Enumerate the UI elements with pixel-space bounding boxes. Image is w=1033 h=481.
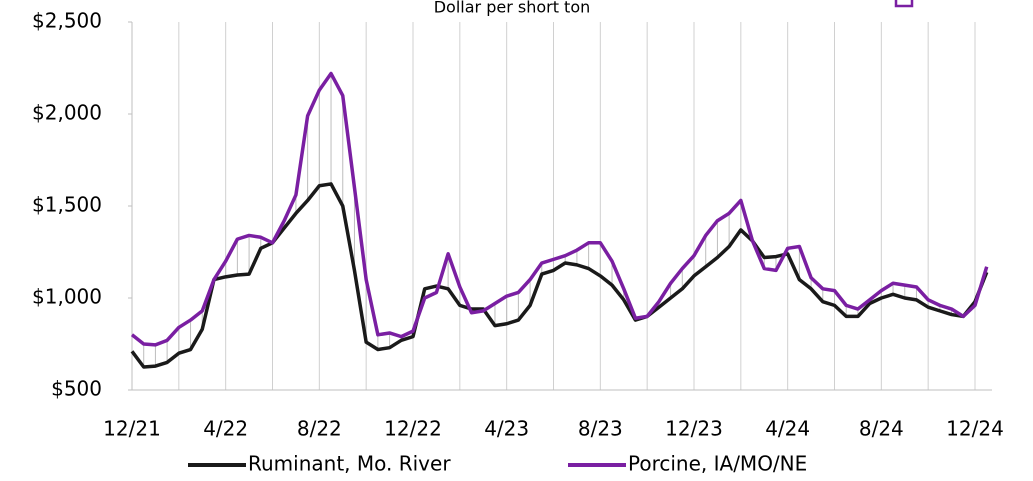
legend-fragment (894, 0, 914, 8)
y-tick-label: $1,500 (32, 193, 102, 217)
y-tick-label: $2,500 (32, 9, 102, 33)
x-tick-label: 8/24 (859, 417, 904, 441)
x-tick-label: 4/23 (484, 417, 529, 441)
x-tick-label: 4/24 (765, 417, 810, 441)
legend-label: Porcine, IA/MO/NE (628, 452, 807, 476)
x-tick-label: 12/22 (384, 417, 442, 441)
x-tick-label: 12/21 (103, 417, 161, 441)
x-tick-label: 12/24 (946, 417, 1004, 441)
x-tick-label: 8/22 (297, 417, 342, 441)
chart-subtitle: Dollar per short ton (434, 0, 591, 17)
x-tick-label: 4/22 (203, 417, 248, 441)
legend-label: Ruminant, Mo. River (248, 452, 451, 476)
series-line (130, 182, 989, 369)
y-tick-label: $500 (51, 377, 102, 401)
x-tick-label: 12/23 (665, 417, 723, 441)
y-tick-label: $2,000 (32, 101, 102, 125)
y-tick-label: $1,000 (32, 285, 102, 309)
x-tick-label: 8/23 (578, 417, 623, 441)
series-line (130, 71, 989, 347)
